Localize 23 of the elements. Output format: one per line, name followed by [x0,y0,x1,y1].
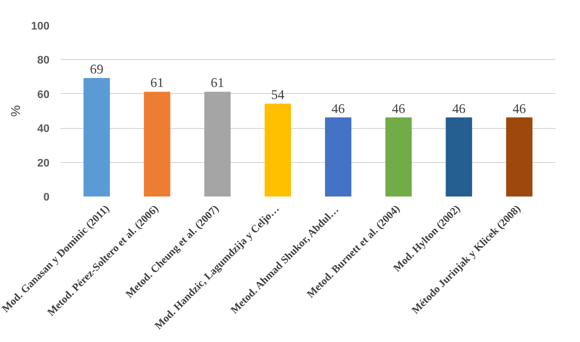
y-axis-title: % [8,104,24,117]
bar [446,117,472,196]
y-tick-label: 60 [37,88,50,101]
y-tick-label: 80 [37,54,50,67]
y-tick-label: 0 [43,192,50,204]
data-label: 46 [512,100,526,116]
data-label: 46 [452,100,466,116]
bar [506,117,532,196]
bar [385,117,412,196]
data-label: 69 [90,62,104,77]
bar [264,104,291,196]
y-tick-label: 40 [37,123,50,136]
bar [144,92,170,196]
bar [204,92,231,196]
data-label: 54 [271,87,285,102]
bar [325,117,352,196]
y-tick-label: 100 [31,20,50,32]
bar [84,78,110,196]
data-label: 61 [150,75,164,90]
data-label: 46 [332,100,346,116]
data-label: 61 [210,75,224,90]
data-label: 46 [392,100,406,116]
y-tick-label: 20 [37,157,50,170]
